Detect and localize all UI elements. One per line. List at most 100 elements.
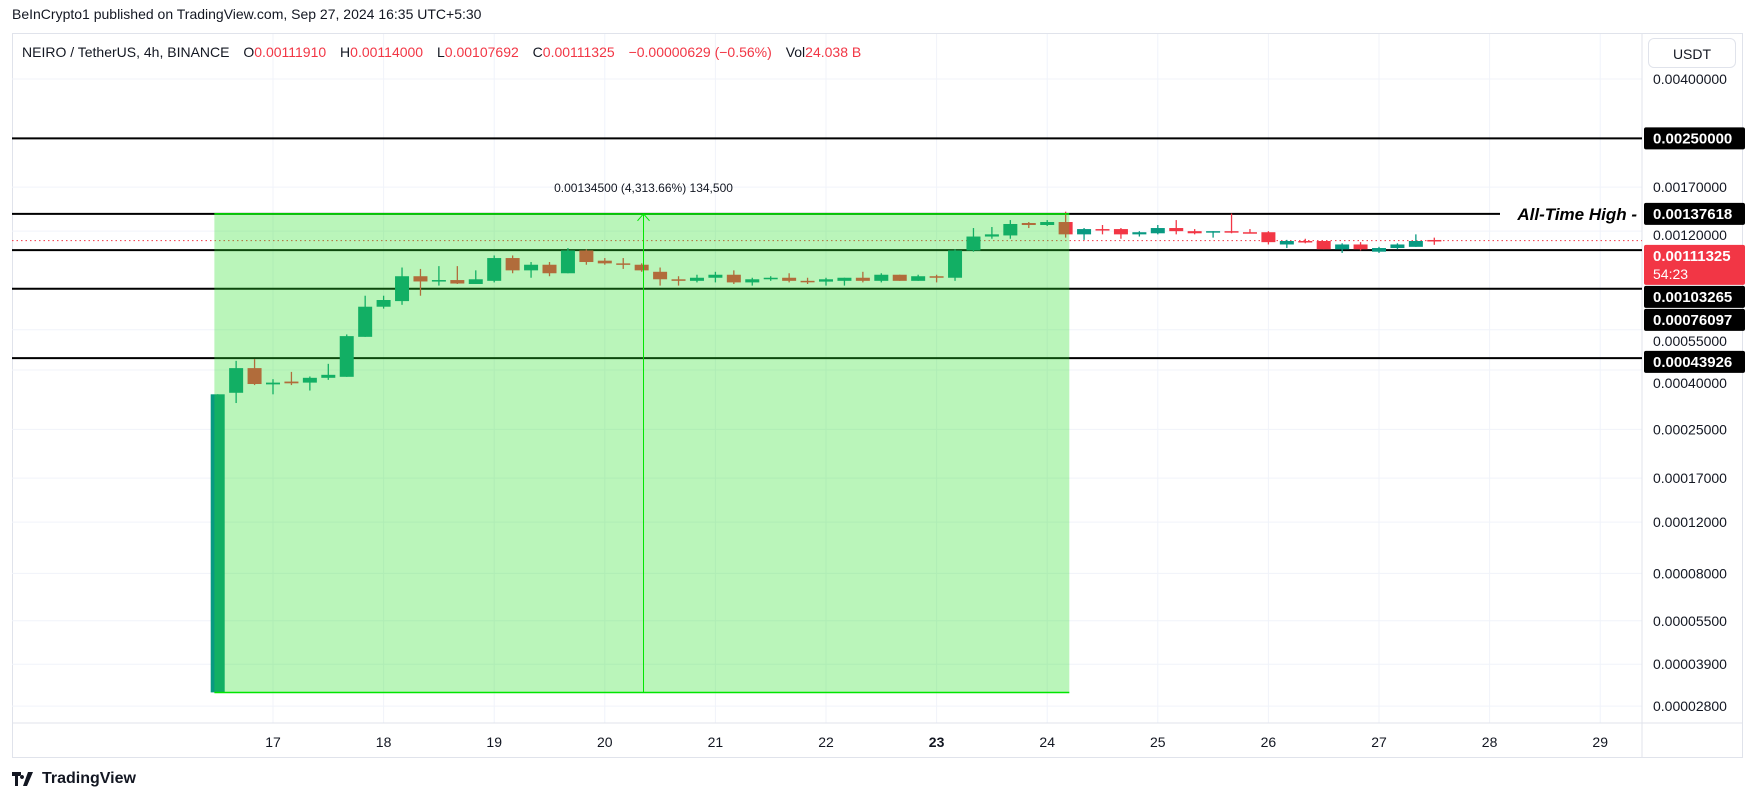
candle [1077,228,1092,240]
candle [929,274,944,283]
candle [1298,238,1313,244]
candle [1003,220,1018,239]
candle-body [948,250,963,278]
candle-body [450,280,465,284]
level-price-label: 0.00250000 [1653,130,1732,147]
candle-body [395,276,410,302]
y-tick-label: 0.00012000 [1653,514,1727,530]
x-tick-label: 26 [1261,734,1277,750]
x-tick-label: 28 [1482,734,1498,750]
candle-body [284,381,299,384]
candle-body [653,271,668,280]
y-tick-label: 0.00055000 [1653,333,1727,349]
candle [266,379,280,395]
candle [302,376,317,391]
level-price-label-bg [1644,350,1745,373]
candle [1113,228,1128,239]
level-price-label-bg [1644,202,1745,225]
candle [321,363,336,380]
candle [1040,220,1055,226]
candle [726,270,741,284]
currency-button[interactable]: USDT [1648,38,1736,68]
current-price-label: 0.00111325 [1653,248,1731,265]
x-tick-label: 24 [1039,734,1055,750]
y-tick-label: 0.00400000 [1653,71,1727,87]
candle [1206,231,1221,238]
open-label: O [243,44,255,60]
candle-body [855,277,870,281]
candle-body [1058,222,1073,235]
low-value: 0.00107692 [444,44,519,60]
candle-body [726,274,741,283]
candle [1242,229,1257,234]
candle [874,273,889,283]
candle [689,274,704,283]
candle-body [413,276,428,282]
candle-body [1279,241,1294,245]
candle [745,277,760,286]
candle-body [911,276,926,281]
candle-body [1206,231,1221,233]
candle-body [1261,232,1276,243]
change-value: −0.00000629 (−0.56%) [628,44,772,60]
candle [542,262,557,277]
candle-body [524,264,539,271]
tradingview-logo[interactable]: TradingView [12,770,136,788]
candle [1408,234,1423,247]
symbol-name[interactable]: NEIRO / TetherUS, 4h, BINANCE [22,44,230,60]
candle-body [1353,244,1368,250]
candle-body [431,280,446,282]
candle [1058,211,1073,238]
y-tick-label: 0.00170000 [1653,179,1727,195]
candle-body [1242,232,1257,234]
candle [1261,231,1276,245]
candle [1353,242,1368,251]
candle [450,266,465,284]
candle [339,334,354,377]
candle [653,267,668,286]
x-tick-label: 18 [376,734,392,750]
candle-body [247,368,262,385]
candle-body [1150,228,1165,234]
candle [597,258,612,265]
candle [671,276,686,286]
candle-body [1021,223,1036,225]
y-tick-label: 0.00025000 [1653,421,1727,437]
candle [855,271,870,283]
candle [431,266,446,286]
x-tick-label: 19 [486,734,502,750]
x-tick-label: 21 [708,734,724,750]
candle-body [266,382,280,385]
x-tick-label: 25 [1150,734,1166,750]
candle-body [616,263,631,265]
level-price-label-bg [1644,127,1745,150]
candle-body [819,279,833,282]
candle [984,227,999,239]
y-tick-label: 0.00017000 [1653,470,1727,486]
y-tick-label: 0.00040000 [1653,375,1727,391]
measure-label: 0.00134500 (4,313.66%) 134,500 [554,181,733,195]
candle-body [358,306,373,337]
candle [616,258,631,269]
candle [1132,231,1147,237]
low-label: L [437,44,445,60]
candle-body [1427,239,1442,242]
candle [487,255,502,283]
candle-body [560,250,575,274]
candle [1279,239,1294,249]
candle [579,249,594,265]
tradingview-brand: TradingView [42,770,136,787]
publisher-line: BeInCrypto1 published on TradingView.com… [12,6,482,22]
y-tick-label: 0.00008000 [1653,565,1727,581]
level-price-label: 0.00076097 [1653,312,1732,329]
candle-body [634,264,649,271]
candle-body [929,276,944,278]
candle-body [302,377,317,383]
candle [966,228,981,252]
volume-label: Vol [785,44,806,60]
open-value: 0.00111910 [254,44,327,60]
candle [911,274,926,281]
y-tick-label: 0.00003900 [1653,656,1727,672]
candle-body [966,236,981,251]
